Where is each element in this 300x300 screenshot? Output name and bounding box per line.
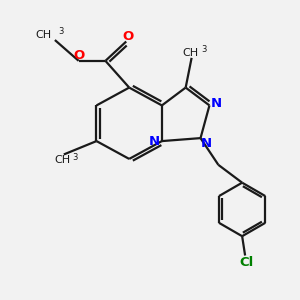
Text: CH: CH	[35, 30, 51, 40]
Text: 3: 3	[73, 153, 78, 162]
Text: N: N	[210, 97, 221, 110]
Text: O: O	[122, 30, 133, 43]
Text: N: N	[200, 137, 211, 150]
Text: O: O	[74, 49, 85, 62]
Text: Cl: Cl	[239, 256, 254, 269]
Text: CH: CH	[54, 155, 70, 165]
Text: 3: 3	[58, 28, 63, 37]
Text: CH: CH	[182, 47, 198, 58]
Text: 3: 3	[201, 45, 206, 54]
Text: N: N	[149, 135, 160, 148]
